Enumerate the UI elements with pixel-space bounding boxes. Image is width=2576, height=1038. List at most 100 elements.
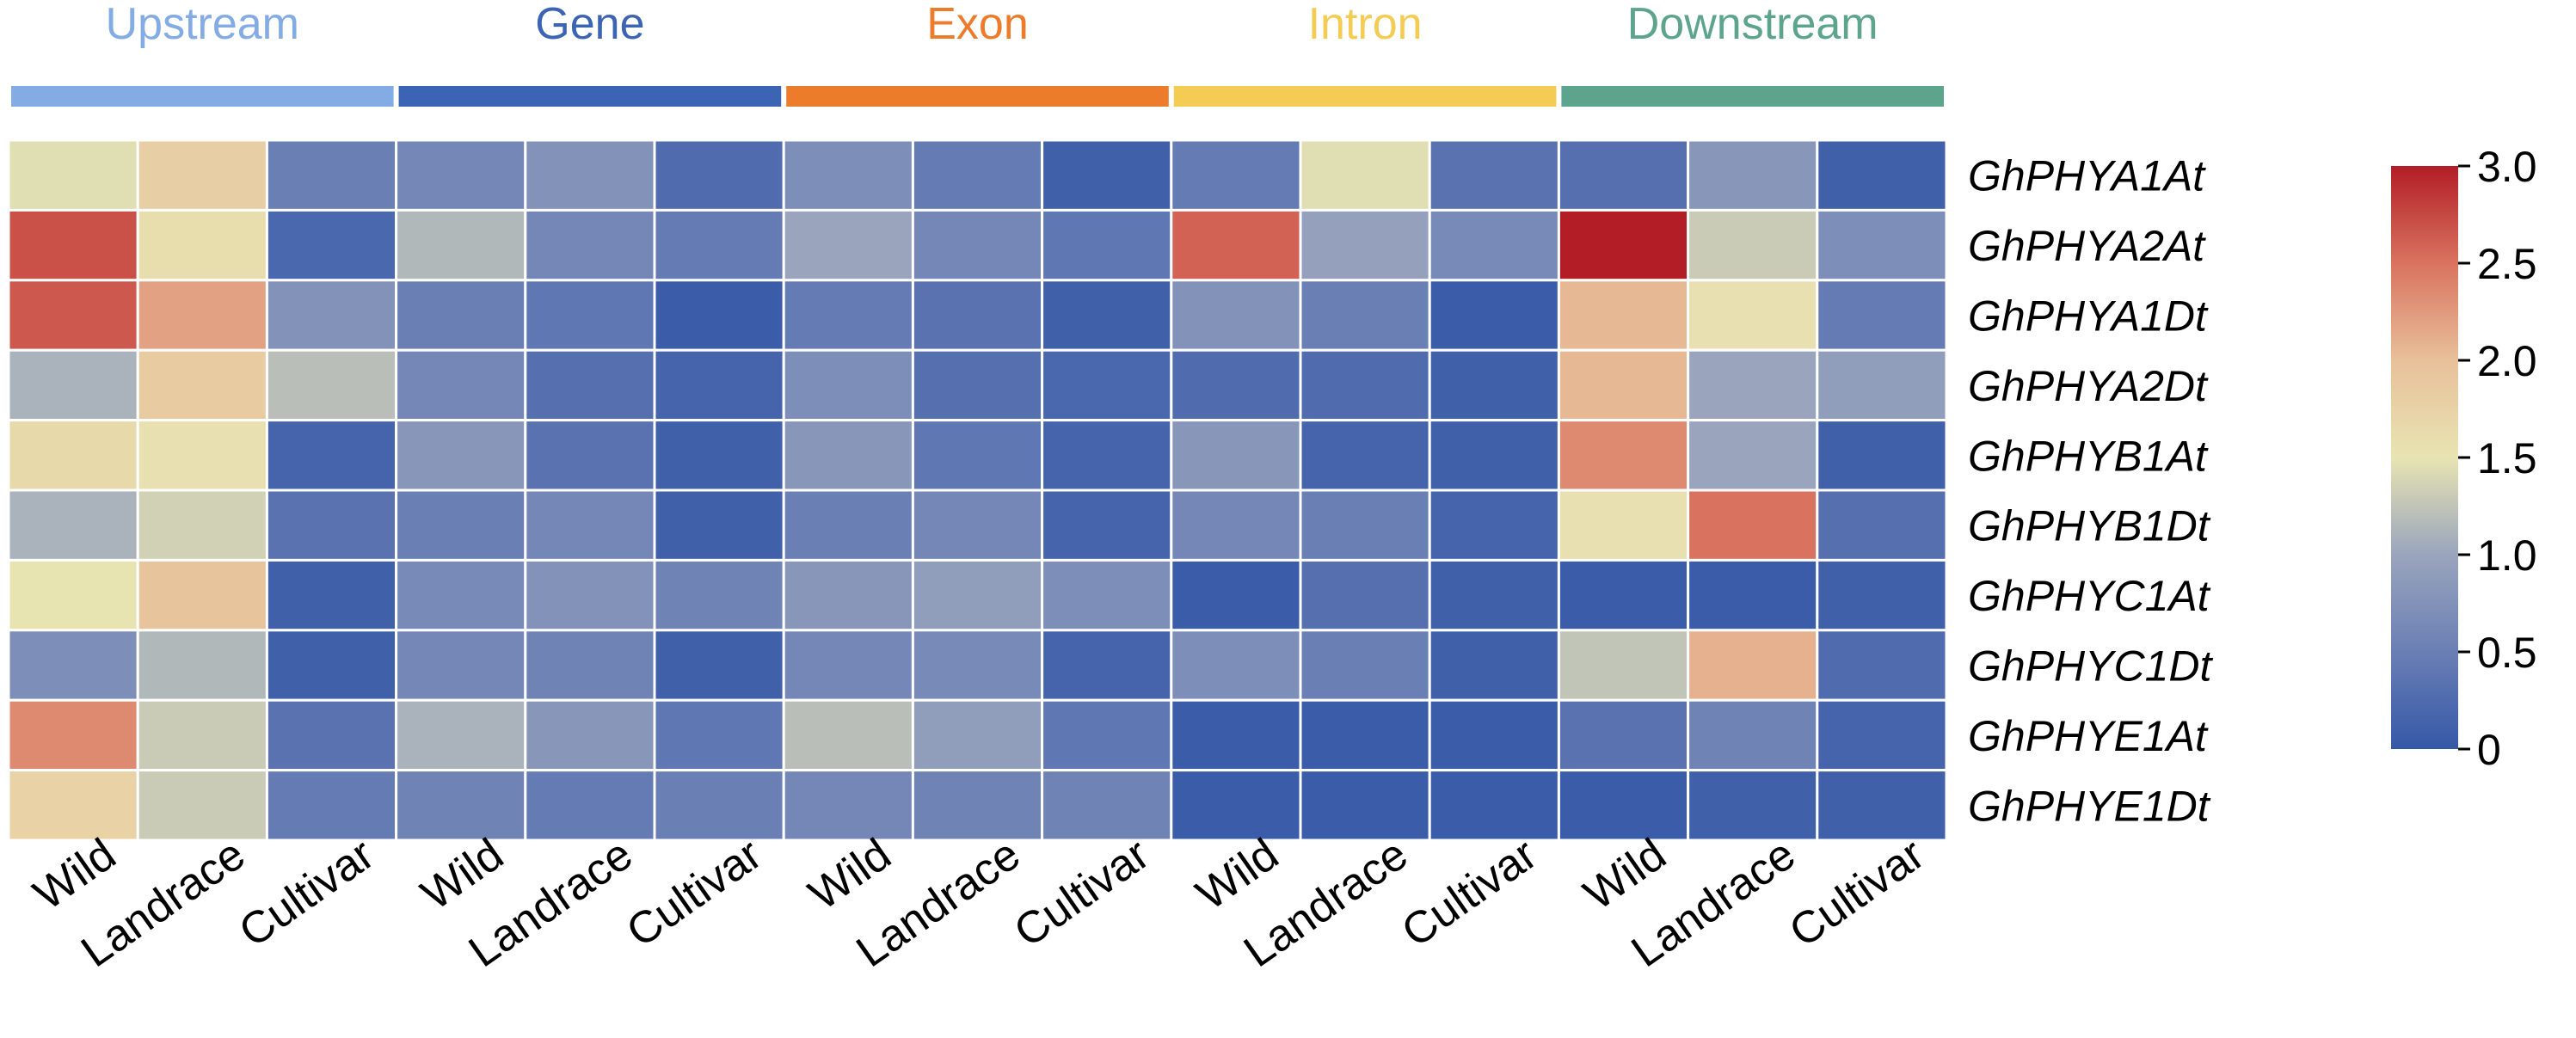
heatmap-cell [1428,208,1560,282]
heatmap-cells [7,138,1948,842]
heatmap-cell [1816,488,1948,562]
heatmap-cell [1170,629,1302,702]
column-label: Wild [1188,829,1288,920]
heatmap-cell [1170,208,1302,282]
heatmap-cell [395,558,527,632]
heatmap-cell [1428,138,1560,212]
heatmap-cell [136,488,268,562]
column-label: Wild [1575,829,1675,920]
heatmap-cell [911,138,1044,212]
heatmap-cell [782,348,914,422]
heatmap-cell [1428,419,1560,492]
heatmap-cell [911,488,1044,562]
column-label: Wild [25,829,125,920]
heatmap-cell [136,629,268,702]
heatmap-cell [136,138,268,212]
heatmap-cell [136,419,268,492]
heatmap-cell [395,488,527,562]
heatmap-cell [7,419,139,492]
colorbar-tick-label: 3.0 [2477,143,2537,191]
heatmap-cell [1041,419,1173,492]
heatmap-cell [395,208,527,282]
heatmap-cell [524,419,656,492]
heatmap-cell [1557,769,1690,842]
heatmap-cell [265,138,398,212]
colorbar-tick-label: 1.0 [2477,531,2537,580]
heatmap-cell [1557,208,1690,282]
heatmap-cell [782,488,914,562]
heatmap-cell [1557,419,1690,492]
heatmap-cell [1557,348,1690,422]
heatmap-cell [1041,558,1173,632]
heatmap-cell [1299,419,1431,492]
row-label: GhPHYC1Dt [1968,642,2214,691]
heatmap-cell [1687,279,1819,352]
heatmap-cell [395,138,527,212]
heatmap-cell [653,488,785,562]
heatmap-cell [1299,138,1431,212]
heatmap-cell [1041,138,1173,212]
heatmap-cell [782,138,914,212]
heatmap-cell [265,348,398,422]
heatmap-cell [1170,279,1302,352]
heatmap-cell [1816,279,1948,352]
heatmap-cell [1170,348,1302,422]
row-label: GhPHYB1Dt [1968,502,2211,550]
heatmap-cell [1428,698,1560,772]
heatmap-cell [1816,138,1948,212]
heatmap-cell [1816,208,1948,282]
heatmap-cell [782,419,914,492]
heatmap-cell [7,769,139,842]
heatmap-cell [7,488,139,562]
row-labels: GhPHYA1At GhPHYA2At GhPHYA1Dt GhPHYA2Dt GhPH… [1968,152,2214,831]
heatmap-cell [911,348,1044,422]
row-label: GhPHYA1Dt [1968,292,2209,341]
heatmap-cell [782,558,914,632]
heatmap-cell [524,279,656,352]
colorbar-tick-label: 0.5 [2477,629,2537,677]
heatmap-cell [653,419,785,492]
heatmap-cell [782,279,914,352]
heatmap-cell [653,208,785,282]
heatmap-cell [1041,698,1173,772]
heatmap-cell [524,138,656,212]
heatmap-cell [1299,558,1431,632]
group-label-exon: Exon [926,0,1029,49]
heatmap-cell [911,279,1044,352]
heatmap-cell [1299,348,1431,422]
heatmap-cell [136,208,268,282]
heatmap-cell [395,698,527,772]
heatmap-cell [782,208,914,282]
heatmap-cell [1687,348,1819,422]
heatmap-cell [1428,558,1560,632]
colorbar-tick-label: 2.0 [2477,337,2537,385]
heatmap-cell [1687,558,1819,632]
heatmap-cell [782,769,914,842]
heatmap-cell [1816,348,1948,422]
heatmap-cell [1428,279,1560,352]
heatmap-cell [395,348,527,422]
heatmap-cell [265,419,398,492]
heatmap-cell [1428,629,1560,702]
heatmap-cell [395,279,527,352]
heatmap-cell [911,769,1044,842]
heatmap-cell [7,208,139,282]
heatmap-cell [1816,419,1948,492]
heatmap-cell [136,698,268,772]
colorbar-gradient [2391,166,2458,749]
heatmap-cell [911,629,1044,702]
heatmap-cell [524,698,656,772]
row-label: GhPHYE1Dt [1968,782,2211,830]
heatmap-cell [265,558,398,632]
heatmap-cell [1557,698,1690,772]
heatmap-cell [1041,348,1173,422]
heatmap-cell [1557,558,1690,632]
heatmap-cell [265,698,398,772]
heatmap-cell [1428,348,1560,422]
heatmap-cell [136,348,268,422]
heatmap-cell [653,558,785,632]
heatmap-cell [7,138,139,212]
heatmap-cell [524,629,656,702]
heatmap-cell [1170,698,1302,772]
row-label: GhPHYA2At [1968,222,2206,270]
